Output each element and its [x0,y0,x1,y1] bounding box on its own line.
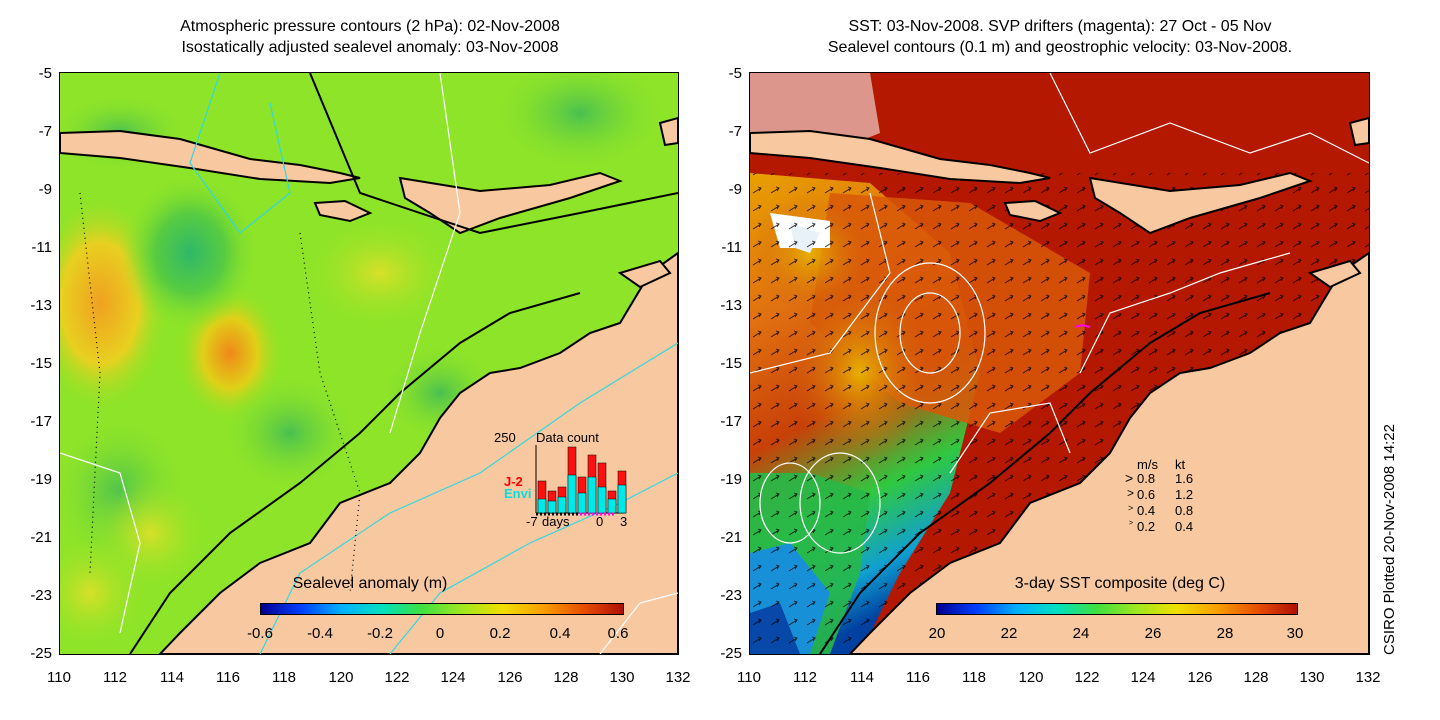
left-title-line2: Isostatically adjusted sealevel anomaly:… [181,39,559,56]
sla-cb-tick: -0.2 [367,625,393,642]
x-tick: 112 [793,669,817,686]
inset-x-right: 3 [620,514,628,529]
y-tick: -25 [30,645,52,662]
left-title: Atmospheric pressure contours (2 hPa): 0… [60,16,680,58]
inset-title: Data count [536,430,599,445]
y-tick: -19 [30,471,52,488]
x-tick: 110 [47,669,71,686]
velocity-row-ms: 0.8 [1137,471,1156,486]
sla-colorbar-label: Sealevel anomaly (m) [292,575,448,592]
velocity-arrow-icon: > [1127,486,1135,500]
x-tick: 130 [1299,669,1325,686]
velocity-row-kt: 1.2 [1175,487,1194,502]
velocity-row-kt: 0.8 [1175,503,1194,518]
sst-colorbar [936,603,1298,615]
velocity-legend-kt-header: kt [1175,457,1186,472]
sla-cb-tick: 0.2 [489,625,511,642]
data-count-inset: 250 Data count J-2 Envi [490,429,670,529]
sst-cb-tick: 24 [1072,625,1090,642]
inset-legend-j2: J-2 [504,474,523,489]
plot-credit: CSIRO Plotted 20-Nov-2008 14:22 [1381,424,1398,655]
y-tick: -5 [728,65,742,82]
y-tick: -21 [720,529,742,546]
y-tick: -19 [720,471,742,488]
x-tick: 120 [1018,669,1044,686]
x-tick: 122 [1074,669,1100,686]
y-tick: -9 [38,181,52,198]
x-tick: 120 [328,669,354,686]
y-tick: -23 [30,587,52,604]
inset-bars [535,445,627,516]
sla-cb-tick: -0.4 [307,625,333,642]
velocity-arrow-icon: > [1129,520,1134,527]
y-tick: -11 [721,239,742,256]
sla-cb-tick: 0.6 [607,625,629,642]
sst-cb-tick: 20 [928,625,946,642]
sst-map-canvas [750,73,1369,654]
x-tick: 112 [103,669,127,686]
inset-legend-envi: Envi [504,486,532,501]
y-tick: -7 [38,123,52,140]
x-tick: 116 [216,669,240,686]
sst-cb-tick: 28 [1216,625,1234,642]
inset-x-mid: days [542,514,570,529]
x-tick: 118 [272,669,296,686]
y-tick: -9 [728,181,742,198]
inset-x-zero: 0 [596,514,604,529]
right-title-line2: Sealevel contours (0.1 m) and geostrophi… [827,39,1293,56]
sealevel-map-canvas [60,73,678,654]
sst-cb-tick: 30 [1286,625,1304,642]
x-tick: 122 [384,669,410,686]
sst-cb-tick: 22 [1000,625,1018,642]
x-tick: 114 [160,669,184,686]
velocity-row-ms: 0.6 [1137,487,1156,502]
sealevel-anomaly-map[interactable]: 250 Data count J-2 Envi [59,72,679,655]
y-tick: -7 [728,123,742,140]
velocity-arrow-icon: > [1125,470,1134,486]
velocity-row-kt: 1.6 [1175,471,1194,486]
x-tick: 118 [962,669,986,686]
sla-cb-tick: 0.4 [549,625,571,642]
sst-cb-tick: 26 [1144,625,1162,642]
y-tick: -17 [720,413,742,430]
right-title-line1: SST: 03-Nov-2008. SVP drifters (magenta)… [848,18,1272,35]
x-tick: 126 [1187,669,1213,686]
y-tick: -23 [720,587,742,604]
y-tick: -5 [38,65,52,82]
x-tick: 114 [850,669,874,686]
y-tick: -13 [720,297,742,314]
velocity-row-ms: 0.2 [1137,519,1156,534]
x-tick: 132 [665,669,691,686]
y-tick: -13 [30,297,52,314]
sst-map[interactable]: m/s kt > 0.8 1.6 > 0.6 1.2 > 0.4 0.8 > 0… [749,72,1370,655]
x-tick: 128 [1243,669,1269,686]
sla-colorbar [260,603,624,615]
sla-cb-tick: 0 [435,625,445,642]
sla-cb-tick: -0.6 [247,625,273,642]
sst-colorbar-label: 3-day SST composite (deg C) [1014,575,1226,592]
x-tick: 128 [553,669,579,686]
x-tick: 116 [906,669,930,686]
right-title: SST: 03-Nov-2008. SVP drifters (magenta)… [750,16,1370,58]
left-title-line1: Atmospheric pressure contours (2 hPa): 0… [180,18,560,35]
velocity-arrow-icon: > [1128,503,1134,513]
x-tick: 110 [737,669,761,686]
x-tick: 132 [1355,669,1381,686]
x-tick: 130 [609,669,635,686]
x-tick: 124 [1130,669,1156,686]
velocity-legend: m/s kt > 0.8 1.6 > 0.6 1.2 > 0.4 0.8 > 0… [1125,458,1225,548]
y-tick: -11 [31,239,52,256]
y-tick: -17 [30,413,52,430]
y-tick: -25 [720,645,742,662]
velocity-row-kt: 0.4 [1175,519,1194,534]
velocity-legend-ms-header: m/s [1137,457,1158,472]
inset-max-label: 250 [494,430,516,445]
inset-x-left: -7 [526,514,538,529]
x-tick: 124 [440,669,466,686]
x-tick: 126 [497,669,523,686]
y-tick: -15 [720,355,742,372]
y-tick: -21 [30,529,52,546]
velocity-row-ms: 0.4 [1137,503,1156,518]
y-tick: -15 [30,355,52,372]
